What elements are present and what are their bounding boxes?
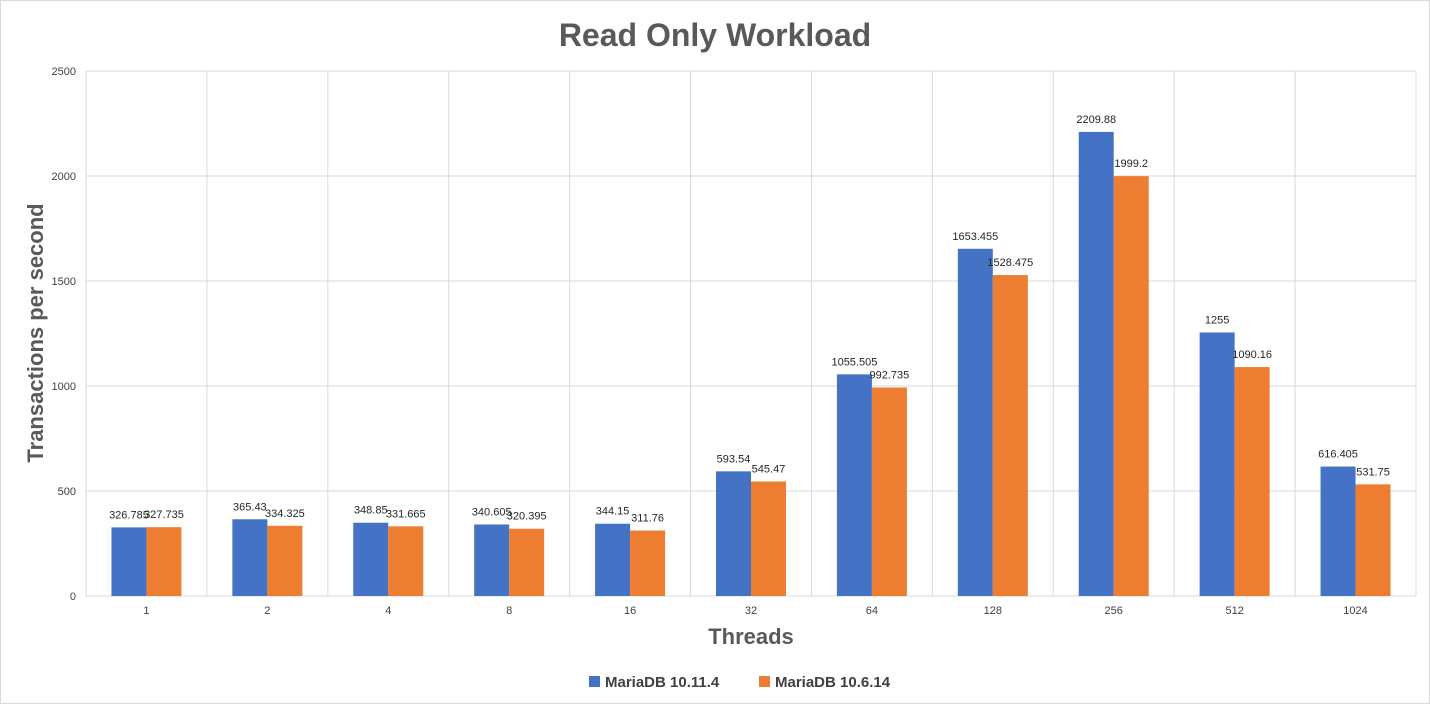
data-label: 326.785	[109, 509, 149, 521]
data-label: 992.735	[870, 370, 910, 382]
data-label: 545.47	[752, 463, 786, 475]
legend-label: MariaDB 10.11.4	[605, 674, 720, 691]
legend-swatch	[589, 676, 600, 687]
bar	[1355, 484, 1391, 596]
x-tick-label: 8	[506, 605, 512, 617]
data-labels: 326.785 365.43 348.85 340.605 344.15 593.54 10…	[109, 114, 1390, 525]
data-label: 348.85	[354, 505, 388, 517]
bar	[630, 530, 666, 596]
x-tick-label: 128	[984, 605, 1002, 617]
data-label: 1090.16	[1232, 349, 1272, 361]
y-tick-label: 1000	[52, 381, 76, 393]
data-label: 1653.455	[952, 231, 998, 243]
x-axis-ticks: 1 2 4 8 16 32 64 128 256 512 1024	[143, 605, 1367, 617]
data-label: 1999.2	[1114, 158, 1148, 170]
bar	[267, 525, 303, 596]
bar	[232, 519, 268, 596]
data-label: 2209.88	[1076, 114, 1116, 126]
x-tick-label: 1	[143, 605, 149, 617]
data-label: 531.75	[1356, 466, 1390, 478]
x-tick-label: 512	[1225, 605, 1243, 617]
y-tick-label: 2000	[52, 171, 76, 183]
bar	[1234, 367, 1270, 596]
data-label: 320.395	[507, 511, 547, 523]
data-label: 365.43	[233, 501, 267, 513]
data-label: 311.76	[631, 513, 664, 525]
y-tick-label: 1500	[52, 276, 76, 288]
y-tick-label: 2500	[52, 66, 76, 78]
data-label: 327.735	[144, 509, 184, 521]
bar	[595, 523, 631, 596]
bar	[388, 526, 424, 596]
data-label: 334.325	[265, 508, 305, 520]
x-tick-label: 16	[624, 605, 636, 617]
y-tick-label: 0	[70, 591, 76, 603]
x-tick-label: 2	[264, 605, 270, 617]
bar	[1320, 466, 1356, 596]
x-tick-label: 256	[1105, 605, 1123, 617]
legend: MariaDB 10.11.4 MariaDB 10.6.14	[589, 674, 891, 691]
bar	[1199, 332, 1235, 596]
y-axis-title: Transactions per second	[23, 203, 48, 462]
data-label: 344.15	[596, 506, 630, 518]
bar	[957, 248, 993, 596]
chart-title: Read Only Workload	[559, 17, 871, 53]
x-tick-label: 1024	[1343, 605, 1367, 617]
data-label: 1528.475	[987, 257, 1033, 269]
bar	[1078, 131, 1114, 596]
data-label: 1055.505	[831, 356, 877, 368]
bar	[474, 524, 510, 596]
bar	[509, 528, 545, 596]
bar	[111, 527, 147, 596]
bar	[871, 387, 907, 596]
data-label: 1255	[1205, 314, 1229, 326]
data-label: 340.605	[472, 506, 512, 518]
data-label: 616.405	[1318, 449, 1358, 461]
x-tick-label: 4	[385, 605, 391, 617]
data-label: 331.665	[386, 508, 426, 520]
gridlines	[85, 70, 1417, 597]
bar	[836, 374, 872, 596]
legend-swatch	[759, 676, 770, 687]
x-tick-label: 32	[745, 605, 757, 617]
y-axis-ticks: 0 500 1000 1500 2000 2500	[52, 66, 76, 603]
bar	[992, 275, 1028, 596]
x-tick-label: 64	[866, 605, 878, 617]
bar	[353, 522, 389, 596]
legend-label: MariaDB 10.6.14	[775, 674, 891, 691]
x-axis-title: Threads	[708, 624, 794, 649]
y-tick-label: 500	[58, 486, 76, 498]
bar	[751, 481, 786, 596]
bar	[1113, 176, 1149, 596]
bar	[146, 527, 182, 596]
data-label: 593.54	[717, 453, 751, 465]
bars	[111, 131, 1391, 596]
bar	[716, 471, 751, 596]
